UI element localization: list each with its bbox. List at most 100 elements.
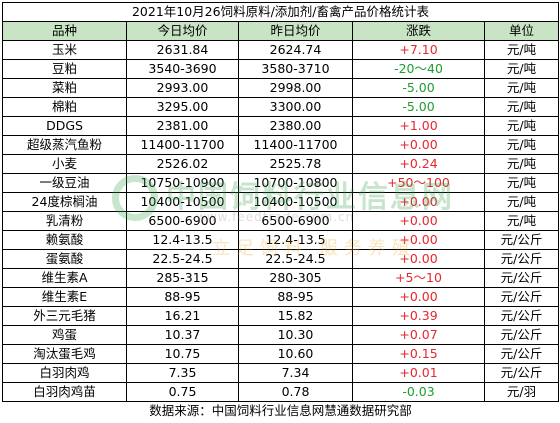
today-price: 2631.84 <box>126 40 239 60</box>
price-change: +7.10 <box>352 40 485 60</box>
unit: 元/公斤 <box>484 230 559 250</box>
today-price: 3540-3690 <box>126 59 239 79</box>
yesterday-price: 2998.00 <box>238 78 353 98</box>
unit: 元/吨 <box>484 97 559 117</box>
item-name: 豆粕 <box>2 59 127 79</box>
yesterday-price: 10700-10800 <box>238 173 353 193</box>
item-name: 赖氨酸 <box>2 230 127 250</box>
item-name: 蛋氨酸 <box>2 249 127 269</box>
unit: 元/公斤 <box>484 287 559 307</box>
unit: 元/公斤 <box>484 363 559 383</box>
table-row: 乳清粉 6500-6900 6500-6900 +0.00 元/吨 <box>2 211 559 231</box>
item-name: 乳清粉 <box>2 211 127 231</box>
unit: 元/吨 <box>484 135 559 155</box>
item-name: 一级豆油 <box>2 173 127 193</box>
header-unit: 单位 <box>484 21 559 41</box>
header-row: 品种 今日均价 昨日均价 涨跌 单位 <box>2 21 559 41</box>
price-change: +5～10 <box>352 268 485 288</box>
yesterday-price: 10.60 <box>238 344 353 364</box>
price-change: +0.24 <box>352 154 485 174</box>
price-change: +0.01 <box>352 363 485 383</box>
header-yesterday: 昨日均价 <box>238 21 353 41</box>
item-name: 超级蒸汽鱼粉 <box>2 135 127 155</box>
table-row: 菜粕 2993.00 2998.00 -5.00 元/吨 <box>2 78 559 98</box>
table-row: 白羽肉鸡苗 0.75 0.78 -0.03 元/羽 <box>2 382 559 402</box>
yesterday-price: 3580-3710 <box>238 59 353 79</box>
yesterday-price: 10.30 <box>238 325 353 345</box>
table-row: 赖氨酸 12.4-13.5 12.4-13.5 +0.00 元/公斤 <box>2 230 559 250</box>
today-price: 12.4-13.5 <box>126 230 239 250</box>
today-price: 7.35 <box>126 363 239 383</box>
today-price: 88-95 <box>126 287 239 307</box>
table-title: 2021年10月26饲料原料/添加剂/畜禽产品价格统计表 <box>2 2 559 22</box>
price-change: -20～40 <box>352 59 485 79</box>
price-change: +0.00 <box>352 135 485 155</box>
today-price: 285-315 <box>126 268 239 288</box>
item-name: 鸡蛋 <box>2 325 127 345</box>
unit: 元/吨 <box>484 154 559 174</box>
yesterday-price: 10400-10500 <box>238 192 353 212</box>
today-price: 2526.02 <box>126 154 239 174</box>
today-price: 2993.00 <box>126 78 239 98</box>
yesterday-price: 6500-6900 <box>238 211 353 231</box>
today-price: 22.5-24.5 <box>126 249 239 269</box>
price-change: +0.00 <box>352 249 485 269</box>
price-change: +0.15 <box>352 344 485 364</box>
header-change: 涨跌 <box>352 21 485 41</box>
item-name: 菜粕 <box>2 78 127 98</box>
unit: 元/公斤 <box>484 325 559 345</box>
item-name: DDGS <box>2 116 127 136</box>
item-name: 维生素E <box>2 287 127 307</box>
yesterday-price: 11400-11700 <box>238 135 353 155</box>
unit: 元/公斤 <box>484 344 559 364</box>
source-row: 数据来源：中国饲料行业信息网慧通数据研究部 <box>3 402 559 421</box>
unit: 元/吨 <box>484 59 559 79</box>
table-row: 维生素E 88-95 88-95 +0.00 元/公斤 <box>2 287 559 307</box>
unit: 元/公斤 <box>484 249 559 269</box>
table-row: DDGS 2381.00 2380.00 +1.00 元/吨 <box>2 116 559 136</box>
yesterday-price: 22.5-24.5 <box>238 249 353 269</box>
unit: 元/吨 <box>484 40 559 60</box>
today-price: 10750-10900 <box>126 173 239 193</box>
table-row: 玉米 2631.84 2624.74 +7.10 元/吨 <box>2 40 559 60</box>
unit: 元/吨 <box>484 173 559 193</box>
yesterday-price: 0.78 <box>238 382 353 402</box>
today-price: 0.75 <box>126 382 239 402</box>
table-row: 维生素A 285-315 280-305 +5～10 元/公斤 <box>2 268 559 288</box>
yesterday-price: 280-305 <box>238 268 353 288</box>
yesterday-price: 2525.78 <box>238 154 353 174</box>
table-row: 白羽肉鸡 7.35 7.34 +0.01 元/公斤 <box>2 363 559 383</box>
table-row: 24度棕榈油 10400-10500 10400-10500 +0.00 元/吨 <box>2 192 559 212</box>
header-today: 今日均价 <box>126 21 239 41</box>
today-price: 10400-10500 <box>126 192 239 212</box>
item-name: 外三元毛猪 <box>2 306 127 326</box>
source-note: 数据来源：中国饲料行业信息网慧通数据研究部 <box>149 403 412 418</box>
yesterday-price: 2380.00 <box>238 116 353 136</box>
item-name: 白羽肉鸡 <box>2 363 127 383</box>
header-name: 品种 <box>2 21 127 41</box>
table-row: 淘汰蛋毛鸡 10.75 10.60 +0.15 元/公斤 <box>2 344 559 364</box>
unit: 元/吨 <box>484 211 559 231</box>
unit: 元/公斤 <box>484 306 559 326</box>
yesterday-price: 7.34 <box>238 363 353 383</box>
price-change: +50～100 <box>352 173 485 193</box>
price-change: -5.00 <box>352 97 485 117</box>
item-name: 淘汰蛋毛鸡 <box>2 344 127 364</box>
item-name: 玉米 <box>2 40 127 60</box>
today-price: 16.21 <box>126 306 239 326</box>
item-name: 维生素A <box>2 268 127 288</box>
table-row: 小麦 2526.02 2525.78 +0.24 元/吨 <box>2 154 559 174</box>
table-row: 超级蒸汽鱼粉 11400-11700 11400-11700 +0.00 元/吨 <box>2 135 559 155</box>
today-price: 10.75 <box>126 344 239 364</box>
price-change: +0.00 <box>352 211 485 231</box>
table-row: 蛋氨酸 22.5-24.5 22.5-24.5 +0.00 元/公斤 <box>2 249 559 269</box>
unit: 元/羽 <box>484 382 559 402</box>
price-change: +0.00 <box>352 192 485 212</box>
price-change: +1.00 <box>352 116 485 136</box>
unit: 元/吨 <box>484 116 559 136</box>
price-change: +0.00 <box>352 287 485 307</box>
item-name: 白羽肉鸡苗 <box>2 382 127 402</box>
today-price: 10.37 <box>126 325 239 345</box>
yesterday-price: 15.82 <box>238 306 353 326</box>
table-row: 豆粕 3540-3690 3580-3710 -20～40 元/吨 <box>2 59 559 79</box>
